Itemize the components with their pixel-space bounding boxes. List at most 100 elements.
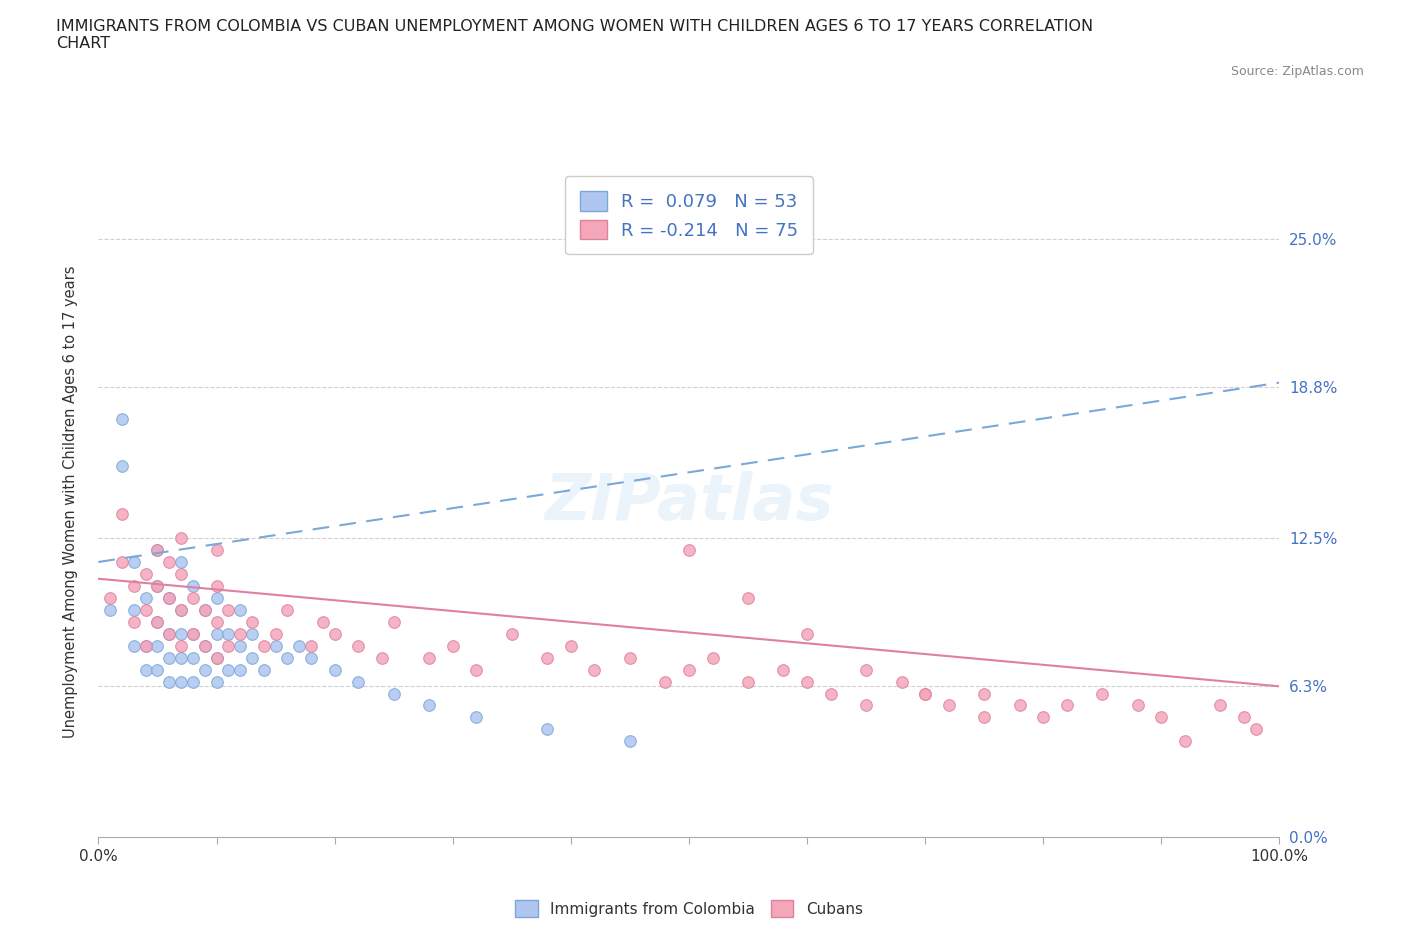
- Point: [146, 615, 169, 630]
- Point: [146, 542, 169, 557]
- Point: [382, 686, 405, 701]
- Point: [194, 638, 217, 653]
- Point: [536, 722, 558, 737]
- Point: [323, 662, 346, 677]
- Point: [181, 578, 204, 593]
- Point: [122, 554, 145, 569]
- Point: [441, 638, 464, 653]
- Point: [205, 542, 228, 557]
- Text: Source: ZipAtlas.com: Source: ZipAtlas.com: [1230, 65, 1364, 78]
- Point: [1244, 722, 1267, 737]
- Point: [536, 650, 558, 665]
- Point: [1209, 698, 1232, 713]
- Point: [217, 662, 239, 677]
- Point: [890, 674, 912, 689]
- Point: [194, 638, 217, 653]
- Point: [205, 591, 228, 605]
- Point: [382, 615, 405, 630]
- Point: [146, 615, 169, 630]
- Point: [772, 662, 794, 677]
- Point: [299, 638, 322, 653]
- Point: [157, 591, 180, 605]
- Point: [194, 603, 217, 618]
- Point: [583, 662, 606, 677]
- Point: [181, 591, 204, 605]
- Point: [938, 698, 960, 713]
- Point: [170, 638, 193, 653]
- Legend: Immigrants from Colombia, Cubans: Immigrants from Colombia, Cubans: [509, 895, 869, 923]
- Point: [135, 566, 157, 581]
- Point: [217, 638, 239, 653]
- Point: [181, 650, 204, 665]
- Point: [1008, 698, 1031, 713]
- Point: [111, 554, 134, 569]
- Point: [181, 626, 204, 641]
- Point: [146, 542, 169, 557]
- Point: [135, 603, 157, 618]
- Point: [135, 638, 157, 653]
- Point: [276, 603, 298, 618]
- Point: [465, 662, 488, 677]
- Point: [264, 626, 287, 641]
- Point: [157, 674, 180, 689]
- Point: [157, 626, 180, 641]
- Point: [240, 650, 263, 665]
- Point: [560, 638, 582, 653]
- Y-axis label: Unemployment Among Women with Children Ages 6 to 17 years: Unemployment Among Women with Children A…: [63, 266, 77, 738]
- Point: [702, 650, 724, 665]
- Text: ZIPatlas: ZIPatlas: [544, 472, 834, 533]
- Point: [205, 615, 228, 630]
- Point: [229, 638, 252, 653]
- Point: [240, 615, 263, 630]
- Point: [111, 458, 134, 473]
- Point: [240, 626, 263, 641]
- Point: [1174, 734, 1197, 749]
- Point: [170, 566, 193, 581]
- Point: [347, 674, 370, 689]
- Point: [170, 650, 193, 665]
- Point: [914, 686, 936, 701]
- Point: [205, 674, 228, 689]
- Point: [1032, 710, 1054, 724]
- Point: [122, 578, 145, 593]
- Point: [229, 662, 252, 677]
- Point: [122, 638, 145, 653]
- Point: [111, 411, 134, 426]
- Point: [1126, 698, 1149, 713]
- Point: [737, 591, 759, 605]
- Point: [135, 662, 157, 677]
- Point: [98, 591, 121, 605]
- Point: [122, 603, 145, 618]
- Point: [678, 542, 700, 557]
- Point: [1150, 710, 1173, 724]
- Point: [229, 626, 252, 641]
- Point: [276, 650, 298, 665]
- Point: [170, 674, 193, 689]
- Point: [157, 650, 180, 665]
- Point: [654, 674, 676, 689]
- Point: [135, 591, 157, 605]
- Point: [205, 650, 228, 665]
- Point: [157, 626, 180, 641]
- Point: [229, 603, 252, 618]
- Point: [170, 554, 193, 569]
- Point: [170, 531, 193, 546]
- Point: [973, 686, 995, 701]
- Point: [619, 650, 641, 665]
- Point: [217, 626, 239, 641]
- Point: [181, 674, 204, 689]
- Point: [217, 603, 239, 618]
- Point: [501, 626, 523, 641]
- Point: [205, 626, 228, 641]
- Point: [299, 650, 322, 665]
- Point: [796, 626, 818, 641]
- Point: [170, 603, 193, 618]
- Point: [170, 603, 193, 618]
- Point: [194, 603, 217, 618]
- Point: [157, 591, 180, 605]
- Point: [855, 662, 877, 677]
- Point: [347, 638, 370, 653]
- Point: [146, 662, 169, 677]
- Point: [1233, 710, 1256, 724]
- Point: [1056, 698, 1078, 713]
